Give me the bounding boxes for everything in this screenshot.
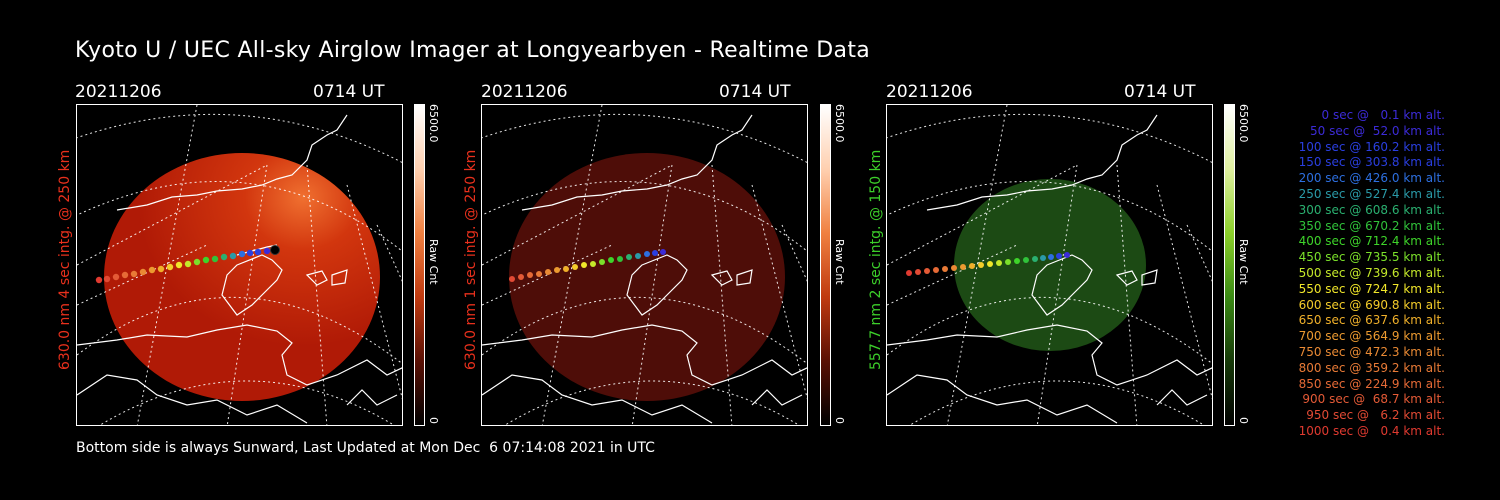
legend-item: 300 sec @ 608.6 km alt. [1298,202,1445,217]
legend-item: 100 sec @ 160.2 km alt. [1298,139,1445,154]
coastlines [482,114,807,424]
panel-1-image [76,104,403,426]
legend-item: 500 sec @ 739.6 km alt. [1298,265,1445,280]
legend-item: 550 sec @ 724.7 km alt. [1298,281,1445,296]
legend-item: 1000 sec @ 0.4 km alt. [1298,423,1445,438]
legend-item: 400 sec @ 712.4 km alt. [1298,234,1445,249]
airglow-disk [954,179,1146,351]
coastlines [887,114,1212,424]
legend-item: 950 sec @ 6.2 km alt. [1306,408,1445,423]
lat-lon-grid [482,105,807,425]
legend-item: 750 sec @ 472.3 km alt. [1298,344,1445,359]
panel-3-image [886,104,1213,426]
trajectory [509,249,666,282]
panel-1-cbar-max: 6500.0 [427,104,440,143]
panel-2-image [481,104,808,426]
legend-item: 50 sec @ 52.0 km alt. [1310,123,1445,138]
panel-2-date: 20211206 [481,82,568,102]
panel-1-map [77,105,402,425]
legend-item: 0 sec @ 0.1 km alt. [1321,108,1446,122]
panel-2-cbar-max: 6500.0 [833,104,846,143]
legend-item: 900 sec @ 68.7 km alt. [1302,392,1445,407]
panel-2-cbar-min: 0 [833,417,846,424]
panel-2-map [482,105,807,425]
panel-1-colorbar [414,104,425,426]
panel-1-cbar-min: 0 [427,417,440,424]
panel-3-cbar-min: 0 [1237,417,1250,424]
trajectory-legend: 0 sec @ 0.1 km alt. 50 sec @ 52.0 km alt.… [1265,108,1445,440]
legend-item: 200 sec @ 426.0 km alt. [1298,171,1445,186]
panel-1-date: 20211206 [75,82,162,102]
trajectory [906,252,1070,276]
panel-3-map [887,105,1212,425]
panel-3-date: 20211206 [886,82,973,102]
legend-item: 850 sec @ 224.9 km alt. [1298,376,1445,391]
panel-3-colorbar [1224,104,1235,426]
panel-3-cbar-label: Raw Cnt [1237,239,1250,285]
panel-1-time: 0714 UT [313,82,385,102]
legend-item: 150 sec @ 303.8 km alt. [1298,155,1445,170]
page-title: Kyoto U / UEC All-sky Airglow Imager at … [75,38,871,63]
footer-status: Bottom side is always Sunward, Last Upda… [76,440,655,456]
panel-1-ylabel: 630.0 nm 4 sec intg. @ 250 km [57,149,73,370]
trajectory [95,245,280,284]
lat-lon-grid [887,105,1212,425]
panel-2-colorbar [820,104,831,426]
panel-3-ylabel: 557.7 nm 2 sec intg. @ 150 km [868,149,884,370]
legend-item: 600 sec @ 690.8 km alt. [1298,297,1445,312]
panel-2-ylabel: 630.0 nm 1 sec intg. @ 250 km [463,149,479,370]
legend-item: 700 sec @ 564.9 km alt. [1298,329,1445,344]
panel-2-cbar-label: Raw Cnt [833,239,846,285]
panel-1-cbar-label: Raw Cnt [427,239,440,285]
legend-item: 800 sec @ 359.2 km alt. [1298,360,1445,375]
legend-item: 650 sec @ 637.6 km alt. [1298,313,1445,328]
legend-item: 250 sec @ 527.4 km alt. [1298,186,1445,201]
legend-item: 450 sec @ 735.5 km alt. [1298,250,1445,265]
panel-2-time: 0714 UT [719,82,791,102]
panel-3-time: 0714 UT [1124,82,1196,102]
panel-3-cbar-max: 6500.0 [1237,104,1250,143]
legend-item: 350 sec @ 670.2 km alt. [1298,218,1445,233]
